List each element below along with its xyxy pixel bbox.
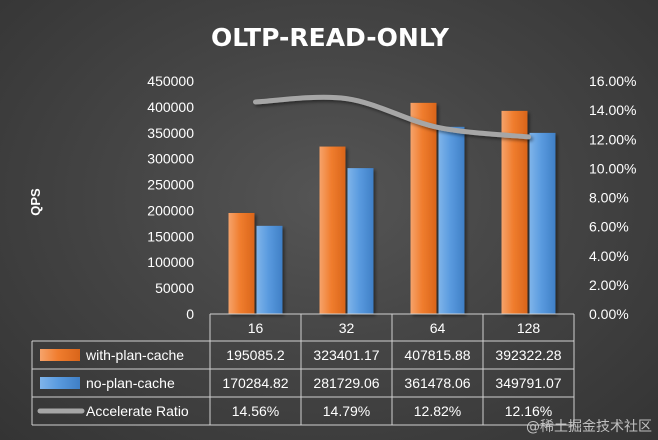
bar-no-plan-cache-32 (347, 168, 374, 314)
bar-no-plan-cache-128 (529, 132, 556, 314)
table-header-32: 32 (339, 320, 355, 336)
left-axis-ticks: 0 50000 100000 150000 200000 250000 300000 3500… (147, 73, 194, 322)
table-cell: 349791.07 (495, 375, 561, 391)
right-tick-label: 16.00% (589, 73, 636, 89)
legend-key-with-plan-cache (40, 349, 80, 361)
table-cell: 195085.2 (226, 347, 285, 363)
legend-label-accelerate-ratio: Accelerate Ratio (86, 403, 189, 419)
ratio-line-group (253, 94, 531, 140)
bar-with-plan-cache-32 (319, 146, 346, 314)
right-axis-ticks: 0.00% 2.00% 4.00% 6.00% 8.00% 10.00% 12.00% 14.… (589, 73, 636, 322)
left-tick-label: 350000 (147, 125, 194, 141)
table-cell: 12.16% (505, 403, 552, 419)
legend-label-with-plan-cache: with-plan-cache (85, 347, 184, 363)
accelerate-ratio-line (253, 94, 531, 140)
y-axis-label: QPS (28, 188, 43, 216)
right-tick-label: 4.00% (589, 248, 629, 264)
bar-with-plan-cache-16 (228, 212, 255, 314)
legend-key-no-plan-cache (40, 377, 80, 389)
left-tick-label: 150000 (147, 228, 194, 244)
table-cell: 361478.06 (404, 375, 470, 391)
left-tick-label: 400000 (147, 99, 194, 115)
table-header-64: 64 (430, 320, 446, 336)
table-cell: 170284.82 (222, 375, 288, 391)
left-tick-label: 300000 (147, 151, 194, 167)
right-tick-label: 0.00% (589, 306, 629, 322)
data-table: 16 32 64 128 with-plan-cache 195085.2 323401.1… (31, 313, 575, 426)
right-tick-label: 14.00% (589, 102, 636, 118)
legend-label-no-plan-cache: no-plan-cache (86, 375, 175, 391)
left-tick-label: 250000 (147, 177, 194, 193)
right-tick-label: 2.00% (589, 277, 629, 293)
left-tick-label: 450000 (147, 73, 194, 89)
bar-no-plan-cache-16 (256, 225, 283, 314)
table-header-128: 128 (517, 320, 541, 336)
bar-no-plan-cache-64 (438, 126, 465, 315)
bar-with-plan-cache-128 (501, 110, 528, 314)
table-cell: 14.79% (323, 403, 370, 419)
watermark: @稀土掘金技术社区 (526, 419, 652, 435)
right-tick-label: 10.00% (589, 160, 636, 176)
table-cell: 392322.28 (495, 347, 561, 363)
table-cell: 14.56% (232, 403, 279, 419)
right-tick-label: 12.00% (589, 131, 636, 147)
table-cell: 407815.88 (404, 347, 470, 363)
table-header-16: 16 (248, 320, 264, 336)
table-cell: 12.82% (414, 403, 461, 419)
left-tick-label: 100000 (147, 254, 194, 270)
left-tick-label: 200000 (147, 202, 194, 218)
chart-title: OLTP-READ-ONLY (211, 23, 450, 52)
bar-with-plan-cache-64 (410, 102, 437, 314)
bars-group (228, 102, 556, 315)
left-tick-label: 50000 (155, 280, 194, 296)
table-cell: 323401.17 (313, 347, 379, 363)
left-tick-label: 0 (186, 306, 194, 322)
table-cell: 281729.06 (313, 375, 379, 391)
right-tick-label: 6.00% (589, 219, 629, 235)
right-tick-label: 8.00% (589, 190, 629, 206)
